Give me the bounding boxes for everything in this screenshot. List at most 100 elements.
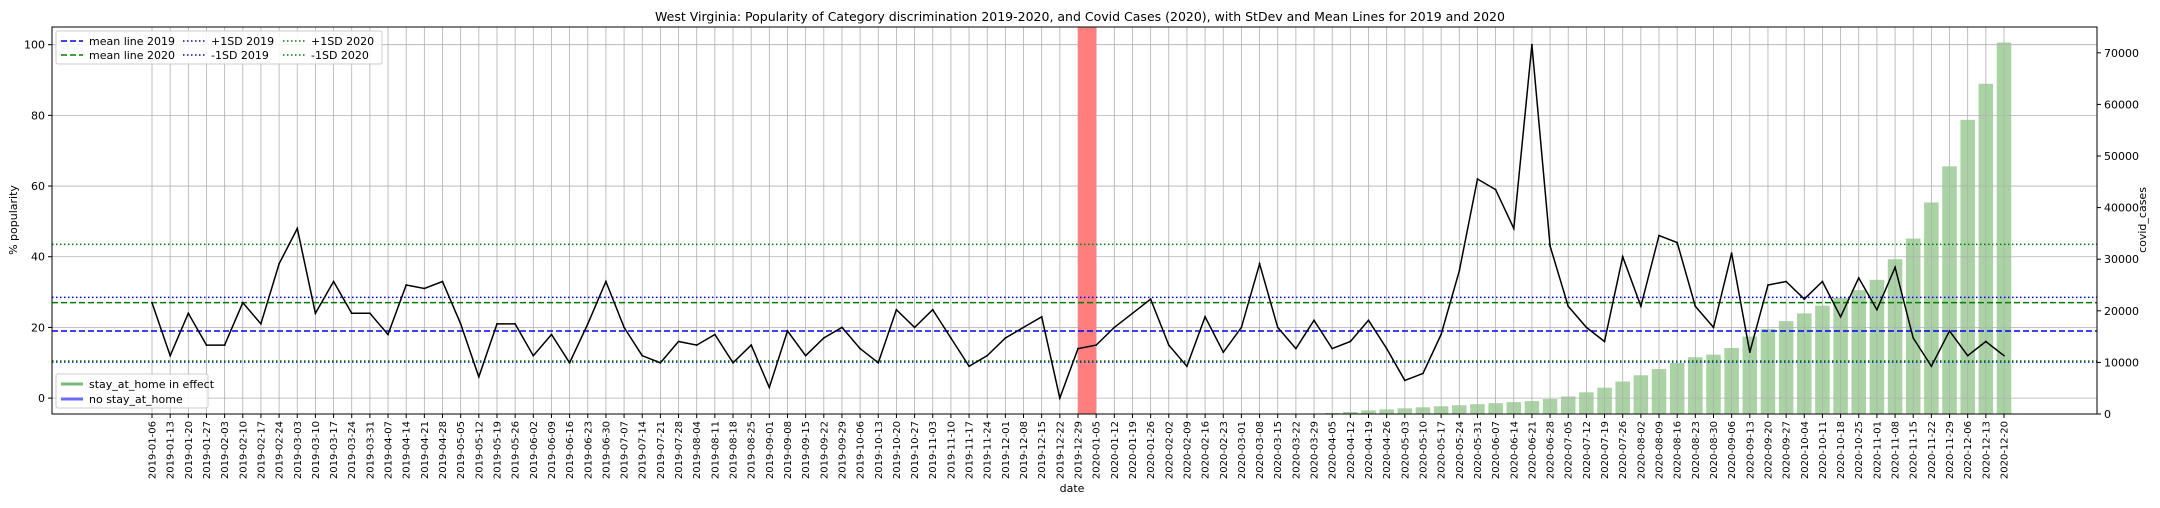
popularity-point [169,354,172,357]
x-tick-label: 2019-05-26 [511,421,522,479]
popularity-point [1040,315,1043,318]
x-tick-label: 2020-03-15 [1273,421,1284,479]
y2-tick-label: 30000 [2104,253,2139,266]
x-tick-label: 2020-12-20 [2000,421,2011,479]
popularity-point [1930,365,1933,368]
popularity-point [1748,351,1751,354]
x-axis-ticks: 2019-01-06 2019-01-13 2019-01-20 2019-01-27… [148,414,2011,479]
popularity-point [1966,354,1969,357]
x-tick-label: 2019-12-08 [1019,421,1030,479]
popularity-point [1458,269,1461,272]
x-tick-label: 2020-02-02 [1164,421,1175,479]
x-tick-label: 2020-05-31 [1473,421,1484,479]
popularity-point [1585,326,1588,329]
popularity-point [1984,340,1987,343]
x-tick-label: 2019-06-09 [547,421,558,479]
popularity-point [1839,315,1842,318]
popularity-point [1730,252,1733,255]
x-tick-label: 2020-11-22 [1927,421,1938,479]
x-tick-label: 2019-09-01 [765,421,776,479]
popularity-point [1767,284,1769,286]
popularity-point [877,361,880,364]
popularity-point [732,361,734,364]
x-tick-label: 2020-08-02 [1636,421,1647,479]
x-tick-label: 2019-07-07 [620,421,631,479]
x-tick-label: 2020-03-22 [1291,421,1302,479]
x-tick-label: 2020-11-08 [1891,421,1902,479]
x-tick-label: 2019-11-17 [965,421,976,479]
popularity-point [623,326,625,329]
x-tick-label: 2019-10-27 [910,421,921,479]
x-tick-label: 2020-05-17 [1437,421,1448,479]
popularity-point [1058,397,1061,399]
popularity-point [1531,43,1533,46]
x-tick-label: 2020-01-26 [1146,421,1157,479]
legend-label: stay_at_home in effect [89,378,215,391]
x-tick-label: 2019-12-29 [1074,421,1085,479]
y-axis-label: % popularity [7,185,20,255]
popularity-point [423,287,426,290]
popularity-point [1785,280,1788,283]
y2-tick-label: 40000 [2104,202,2139,215]
x-tick-label: 2020-06-21 [1527,421,1538,479]
x-tick-label: 2020-11-15 [1909,421,1920,479]
x-tick-label: 2019-08-04 [692,421,703,479]
popularity-point [1422,372,1424,375]
x-tick-label: 2019-04-14 [402,421,413,479]
legend-label: -1SD 2019 [211,49,269,62]
popularity-point [1367,319,1370,322]
y2-axis-label: covid_cases [2136,187,2149,253]
popularity-point [1440,333,1443,336]
x-tick-label: 2020-10-04 [1800,421,1811,479]
popularity-points [151,43,2005,399]
popularity-point [387,333,389,336]
x-tick-label: 2019-07-14 [638,421,649,479]
popularity-point [459,322,462,325]
x-tick-label: 2020-05-24 [1455,421,1466,479]
popularity-point [1113,326,1116,329]
popularity-point [1149,298,1152,301]
x-tick-label: 2020-09-20 [1763,421,1774,479]
popularity-point [2003,354,2005,357]
stay-at-home-span [1078,27,1097,414]
x-tick-label: 2019-02-17 [256,421,267,479]
plot-background-layer: 0 20 40 60 80 100 0 10000 20000 30000 40000 50000 60… [24,26,2139,479]
x-tick-label: 2019-04-28 [438,421,449,479]
popularity-point [1258,262,1261,265]
x-tick-label: 2019-02-10 [238,421,249,479]
x-tick-label: 2019-09-22 [819,421,830,479]
x-tick-label: 2020-04-12 [1346,421,1357,479]
x-tick-label: 2019-06-02 [529,421,540,479]
y-tick-label: 60 [31,180,45,193]
x-tick-label: 2020-04-19 [1364,421,1375,479]
x-tick-label: 2019-11-03 [928,421,939,479]
popularity-point [1894,266,1896,269]
popularity-point [332,280,335,283]
popularity-point [187,312,190,315]
popularity-point [1077,347,1079,350]
x-tick-label: 2019-07-28 [674,421,685,479]
x-tick-label: 2019-03-10 [311,421,322,479]
popularity-point [1676,241,1679,244]
legend-label: mean line 2020 [89,49,175,62]
popularity-point [1948,330,1951,332]
popularity-point [641,354,644,357]
x-tick-label: 2019-02-03 [220,421,231,479]
x-tick-label: 2020-05-03 [1400,421,1411,479]
y2-axis-ticks: 0 10000 20000 30000 40000 50000 60000 70000 [2097,47,2139,421]
legend-label: +1SD 2019 [211,35,274,48]
popularity-point [950,337,952,339]
popularity-point [514,322,517,325]
x-tick-label: 2019-02-24 [275,421,286,479]
x-tick-label: 2020-08-09 [1655,421,1666,479]
popularity-point [350,312,353,315]
x-tick-label: 2020-11-01 [1872,421,1883,479]
popularity-point [532,354,535,357]
x-tick-label: 2020-07-26 [1618,421,1629,479]
x-tick-label: 2019-07-21 [656,421,667,479]
popularity-point [477,375,480,378]
legend-bottom: stay_at_home in effect no stay_at_home [55,373,215,409]
x-tick-label: 2020-06-28 [1546,421,1557,479]
